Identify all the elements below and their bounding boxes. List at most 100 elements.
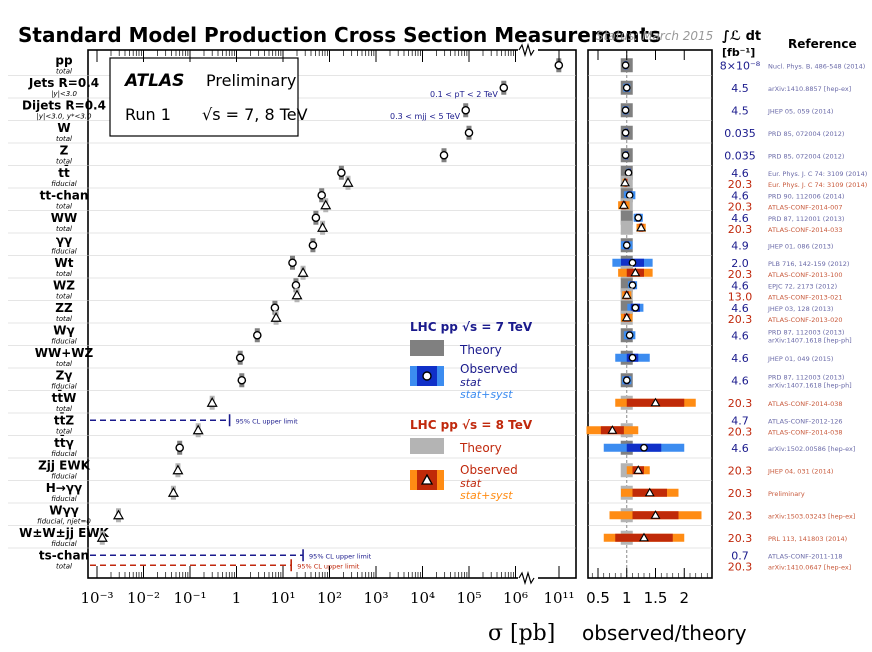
axis-break: [518, 570, 535, 586]
observed7-marker: [288, 258, 297, 268]
process-sublabel: total: [56, 360, 72, 368]
ratio-observed8-marker: [621, 290, 632, 299]
observed7-marker: [461, 105, 471, 115]
lumi8-value: 20.3: [728, 200, 753, 213]
mjj-range-annotation: 0.3 < mjj < 5 TeV: [390, 112, 461, 121]
reference7-text: ATLAS-CONF-2012-126: [768, 417, 843, 425]
observed7-marker: [291, 280, 301, 290]
reference8-text: ATLAS-CONF-2014-033: [768, 226, 843, 234]
reference8-text: ATLAS-CONF-2014-038: [768, 428, 843, 436]
process-label: W: [57, 121, 70, 135]
lumi7-value: 4.6: [731, 302, 749, 315]
observed8-marker: [112, 509, 125, 520]
atlas-label-box: [109, 57, 299, 137]
legend-theory8-swatch: [410, 438, 444, 454]
ratio-observed7-marker: [622, 83, 631, 92]
ratio-observed8-marker: [633, 465, 644, 474]
process-sublabel: total: [56, 135, 72, 143]
reference8-text: Eur. Phys. J. C 74: 3109 (2014): [768, 181, 867, 189]
lumi8-value: 20.3: [728, 268, 753, 281]
reference7-text: JHEP 03, 128 (2013): [767, 305, 833, 313]
reference8-text: JHEP 04, 031 (2014): [767, 467, 833, 475]
process-sublabel: total: [56, 270, 72, 278]
ratio-tick-label: 2: [679, 589, 689, 607]
process-sublabel: fiducial: [51, 450, 76, 458]
lumi7-value: 0.035: [724, 149, 756, 162]
lumi7-value: 4.5: [731, 104, 749, 117]
process-sublabel: total: [56, 67, 72, 75]
x-tick-label: 10¹¹: [543, 589, 574, 607]
observed8-marker: [342, 177, 354, 187]
x-tick-label: 10⁵: [456, 589, 481, 607]
upper-limit7-label: 95% CL upper limit: [236, 417, 299, 425]
process-label: Wγ: [53, 323, 74, 337]
reference8-text: Preliminary: [768, 490, 805, 498]
x-tick-label: 10⁻²: [127, 589, 160, 607]
pt-range-annotation: 0.1 < pT < 2 TeV: [430, 90, 498, 99]
lumi7-value: 4.6: [731, 442, 749, 455]
ratio-observed7-marker: [628, 258, 637, 267]
process-sublabel: total: [56, 562, 72, 570]
process-sublabel: fiducial: [51, 495, 76, 503]
process-label: WW+WZ: [35, 346, 94, 360]
preliminary-label: Preliminary: [206, 71, 296, 90]
reference8-text: ATLAS-CONF-2014-038: [768, 400, 843, 408]
ratio-observed7-marker: [621, 128, 630, 137]
legend-statsyst7-label: stat+syst: [460, 388, 513, 401]
ratio-observed7-marker: [628, 281, 637, 290]
x-tick-label: 10¹: [270, 589, 295, 607]
lumi7-value: 4.6: [731, 189, 749, 202]
process-sublabel: total: [56, 405, 72, 413]
x-tick-label: 10⁶: [503, 589, 528, 607]
process-label: pp: [55, 53, 73, 67]
reference7-text: JHEP 05, 059 (2014): [767, 107, 833, 115]
observed7-marker: [337, 168, 346, 178]
ratio-observed7-marker: [624, 168, 633, 177]
reference8-text: ATLAS-CONF-2014-007: [768, 203, 843, 211]
ratio-observed8-marker: [607, 425, 618, 434]
process-label: Zγ: [56, 368, 73, 382]
process-label: Wt: [55, 256, 74, 270]
ratio-observed7-marker: [622, 241, 631, 250]
lumi-header: ∫ℒ dt: [722, 29, 761, 44]
process-sublabel: fiducial: [51, 382, 76, 390]
observed7-marker: [499, 83, 509, 93]
process-sublabel: fiducial: [51, 337, 76, 345]
status-text: Status: March 2015: [596, 29, 713, 43]
reference7-text: JHEP 01, 049 (2015): [767, 355, 833, 363]
ratio-observed7-marker: [625, 331, 634, 340]
ratio-tick-label: 0.5: [586, 589, 610, 607]
lumi7-value: 0.7: [731, 549, 749, 562]
ratio-observed7-marker: [621, 61, 630, 70]
reference7-text: PRD 85, 072004 (2012): [768, 130, 844, 138]
observed8-marker: [320, 199, 332, 210]
ratio-plot-frame: [587, 49, 713, 579]
ratio-observed7-marker: [622, 376, 631, 385]
reference8-text: ATLAS-CONF-2013-021: [768, 293, 843, 301]
lumi7-value: 0.035: [724, 127, 756, 140]
ratio-tick-label: 1.5: [644, 589, 668, 607]
lumi7-value: 4.6: [731, 279, 749, 292]
process-label: tt̄W: [52, 390, 77, 405]
observed8-marker: [297, 267, 309, 277]
ratio-observed8-marker: [621, 312, 632, 322]
reference7-text: Eur. Phys. J. C 74: 3109 (2014): [768, 170, 867, 178]
ratio-observed8-marker: [618, 200, 629, 209]
process-label: Dijets R=0.4: [22, 98, 106, 112]
legend: LHC pp √s = 7 TeV Theory Observed stat s…: [410, 320, 533, 502]
reference7-text: ATLAS-CONF-2011-118: [768, 552, 843, 560]
process-sublabel: total: [56, 225, 72, 233]
process-sublabel: |y|<3.0: [51, 90, 77, 98]
